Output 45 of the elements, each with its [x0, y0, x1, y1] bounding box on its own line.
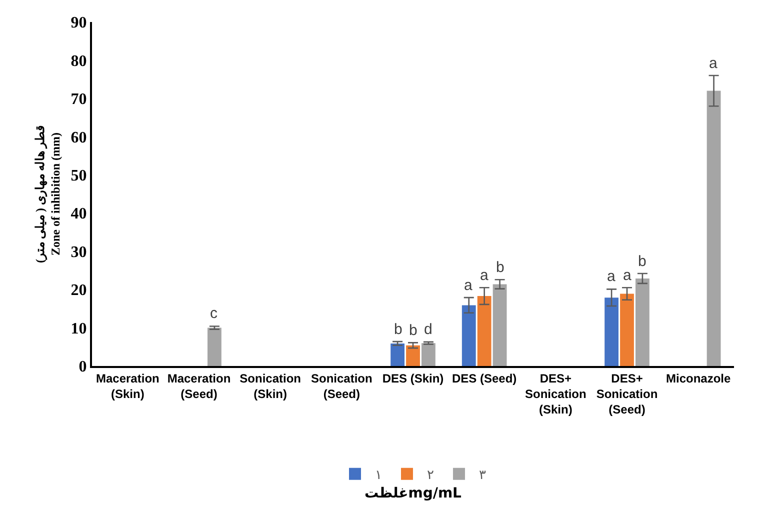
data-label: a [709, 55, 718, 72]
x-tick-label: Sonication (Seed) [311, 371, 372, 401]
data-label: d [424, 321, 432, 338]
y-tick-label: 60 [70, 129, 87, 146]
data-label: b [394, 321, 402, 338]
bar [706, 90, 721, 366]
data-label: b [638, 253, 646, 270]
x-tick-label: Maceration (Skin) [96, 371, 160, 401]
bar [604, 298, 618, 366]
data-label: a [464, 277, 473, 294]
bar [406, 345, 420, 366]
bar [620, 294, 634, 366]
x-tick-label: Miconazole [666, 371, 731, 386]
y-tick-label: 0 [78, 358, 87, 376]
x-tick-label: Maceration (Seed) [167, 371, 231, 401]
bar [492, 284, 507, 366]
bar [208, 328, 222, 366]
y-tick-label: 20 [70, 282, 87, 300]
data-label: a [607, 268, 616, 285]
bar [390, 343, 404, 366]
x-tick-label: Sonication (Skin) [240, 371, 301, 401]
bar [462, 305, 476, 366]
y-tick-label: 80 [70, 52, 87, 70]
y-tick-label: 90 [70, 14, 87, 32]
data-label: a [623, 267, 632, 284]
x-tick-label: DES+ Sonication (Skin) [525, 371, 586, 417]
data-label: c [210, 305, 218, 322]
y-tick-label: 10 [70, 320, 87, 338]
legend-label: ۱ [375, 468, 382, 483]
data-label: b [496, 259, 504, 276]
x-tick-label: DES (Skin) [382, 371, 444, 386]
bar [422, 343, 436, 366]
y-tick-label: 70 [70, 91, 87, 108]
y-tick-label: 50 [70, 167, 87, 184]
bar [477, 296, 492, 366]
bar [636, 278, 650, 366]
legend-label: ۲ [426, 468, 434, 483]
y-tick-label: 40 [70, 206, 87, 223]
data-label: a [480, 267, 489, 284]
x-tick-label: DES (Seed) [452, 371, 517, 386]
x-axis-title: غلظتmg/mL [364, 485, 462, 502]
legend-label: ۳ [478, 468, 486, 483]
x-tick-label: DES+ Sonication (Seed) [596, 371, 658, 417]
y-tick-label: 30 [70, 244, 87, 261]
data-label: b [409, 322, 418, 339]
